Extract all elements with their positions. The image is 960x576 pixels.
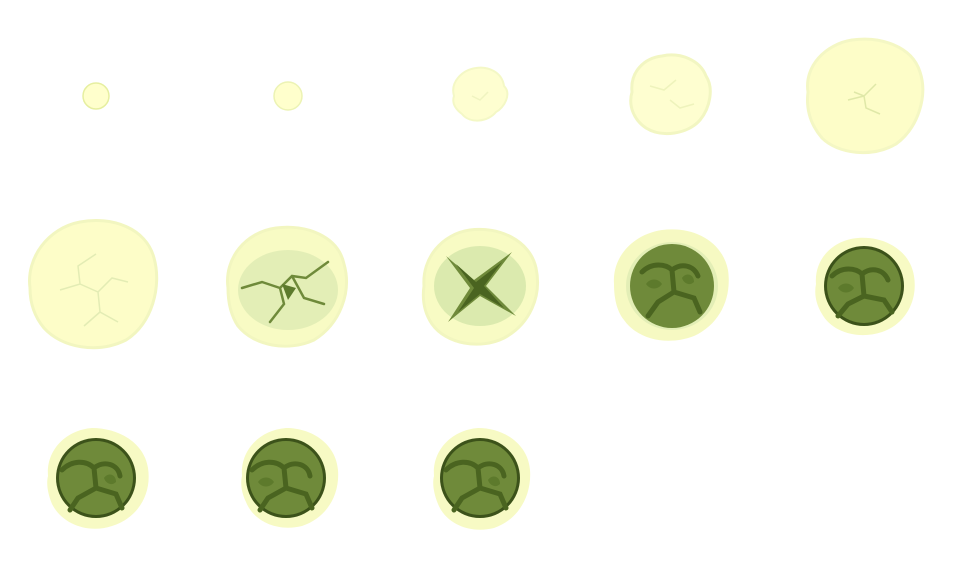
bloom-shape (452, 66, 509, 122)
frame-13-moss-orb (384, 384, 576, 576)
fissure-lines (240, 260, 330, 324)
orb-shape (273, 81, 303, 111)
frame-11-moss-orb (0, 384, 192, 576)
frame-2-tiny-orb (192, 0, 384, 192)
x-fissure-core (456, 262, 504, 312)
moss-veins (249, 459, 315, 513)
moss-veins (639, 262, 703, 319)
frame-3-soft-bloom (384, 0, 576, 192)
bloom-shape (28, 219, 159, 350)
moss-veins (443, 459, 509, 513)
moss-veins (59, 459, 125, 513)
frame-8-x-fissure (384, 192, 576, 384)
moss-veins (829, 266, 895, 319)
crack-lines (59, 253, 129, 327)
crack-lines (847, 83, 881, 115)
frame-7-fissure (192, 192, 384, 384)
frame-9-moss-orb-forming (576, 192, 768, 384)
fissure-core (282, 284, 296, 300)
frame-6-cracking-bloom (0, 192, 192, 384)
frame-5-cracking-bloom (768, 0, 960, 192)
frame-4-soft-bloom (576, 0, 768, 192)
frame-10-moss-orb (768, 192, 960, 384)
bloom-shape (629, 53, 712, 136)
frame-12-moss-orb (192, 384, 384, 576)
frame-1-tiny-orb (0, 0, 192, 192)
orb-shape (82, 82, 110, 110)
